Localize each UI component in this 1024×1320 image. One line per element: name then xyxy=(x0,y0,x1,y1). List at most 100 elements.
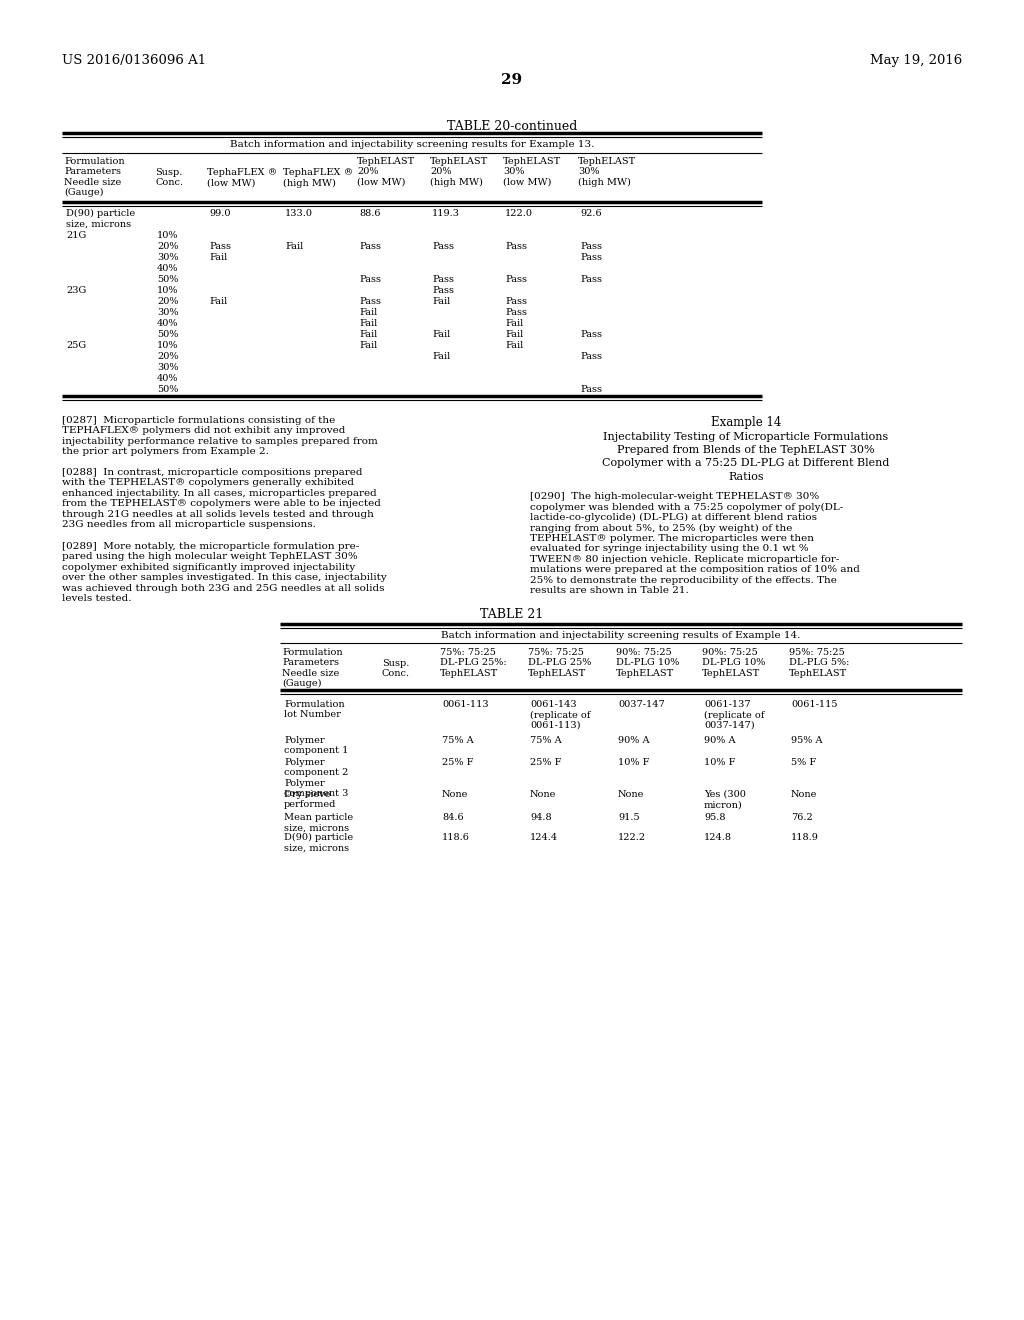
Text: Formulation
Parameters
Needle size
(Gauge): Formulation Parameters Needle size (Gaug… xyxy=(282,648,343,688)
Text: TephELAST
20%
(low MW): TephELAST 20% (low MW) xyxy=(357,157,416,187)
Text: 30%: 30% xyxy=(157,253,178,261)
Text: Formulation
Parameters
Needle size
(Gauge): Formulation Parameters Needle size (Gaug… xyxy=(63,157,125,198)
Text: Susp.
Conc.: Susp. Conc. xyxy=(382,659,411,678)
Text: TABLE 21: TABLE 21 xyxy=(480,609,544,620)
Text: Batch information and injectability screening results of Example 14.: Batch information and injectability scre… xyxy=(441,631,801,640)
Text: Yes (300
micron): Yes (300 micron) xyxy=(705,789,745,809)
Text: [0287]  Microparticle formulations consisting of the
TEPHAFLEX® polymers did not: [0287] Microparticle formulations consis… xyxy=(62,416,378,457)
Text: Fail: Fail xyxy=(209,253,227,261)
Text: Pass: Pass xyxy=(359,297,381,306)
Text: TephaFLEX ®
(low MW): TephaFLEX ® (low MW) xyxy=(207,168,278,187)
Text: TephaFLEX ®
(high MW): TephaFLEX ® (high MW) xyxy=(283,168,353,187)
Text: [0288]  In contrast, microparticle compositions prepared
with the TEPHELAST® cop: [0288] In contrast, microparticle compos… xyxy=(62,469,381,529)
Text: 20%: 20% xyxy=(157,242,178,251)
Text: 0061-137
(replicate of
0037-147): 0061-137 (replicate of 0037-147) xyxy=(705,700,764,730)
Text: Dry sieve
performed: Dry sieve performed xyxy=(284,789,336,809)
Text: TABLE 20-continued: TABLE 20-continued xyxy=(446,120,578,133)
Text: [0290]  The high-molecular-weight TEPHELAST® 30%
copolymer was blended with a 75: [0290] The high-molecular-weight TEPHELA… xyxy=(530,492,860,595)
Text: 92.6: 92.6 xyxy=(580,209,602,218)
Text: Pass: Pass xyxy=(580,253,602,261)
Text: Injectability Testing of Microparticle Formulations
Prepared from Blends of the : Injectability Testing of Microparticle F… xyxy=(602,432,890,482)
Text: 5% F: 5% F xyxy=(791,758,816,767)
Text: 25% F: 25% F xyxy=(530,758,561,767)
Text: None: None xyxy=(530,789,556,799)
Text: None: None xyxy=(618,789,644,799)
Text: 40%: 40% xyxy=(157,374,178,383)
Text: Fail: Fail xyxy=(285,242,303,251)
Text: 94.8: 94.8 xyxy=(530,813,552,822)
Text: Pass: Pass xyxy=(580,275,602,284)
Text: D(90) particle
size, microns: D(90) particle size, microns xyxy=(284,833,353,853)
Text: 29: 29 xyxy=(502,73,522,87)
Text: Pass: Pass xyxy=(432,275,454,284)
Text: Fail: Fail xyxy=(505,330,523,339)
Text: May 19, 2016: May 19, 2016 xyxy=(869,54,962,67)
Text: TephELAST
30%
(low MW): TephELAST 30% (low MW) xyxy=(503,157,561,187)
Text: 95% A: 95% A xyxy=(791,737,822,744)
Text: 25G: 25G xyxy=(66,341,86,350)
Text: Pass: Pass xyxy=(432,286,454,294)
Text: 118.9: 118.9 xyxy=(791,833,819,842)
Text: 0061-143
(replicate of
0061-113): 0061-143 (replicate of 0061-113) xyxy=(530,700,591,730)
Text: 10%: 10% xyxy=(157,231,178,240)
Text: [0289]  More notably, the microparticle formulation pre-
pared using the high mo: [0289] More notably, the microparticle f… xyxy=(62,543,387,603)
Text: Polymer
component 1: Polymer component 1 xyxy=(284,737,348,755)
Text: Fail: Fail xyxy=(432,330,451,339)
Text: None: None xyxy=(791,789,817,799)
Text: Pass: Pass xyxy=(505,308,527,317)
Text: 0061-115: 0061-115 xyxy=(791,700,838,709)
Text: 23G: 23G xyxy=(66,286,86,294)
Text: 20%: 20% xyxy=(157,352,178,360)
Text: 30%: 30% xyxy=(157,308,178,317)
Text: TephELAST
30%
(high MW): TephELAST 30% (high MW) xyxy=(578,157,636,187)
Text: Pass: Pass xyxy=(359,275,381,284)
Text: 99.0: 99.0 xyxy=(209,209,230,218)
Text: None: None xyxy=(442,789,468,799)
Text: 90% A: 90% A xyxy=(705,737,735,744)
Text: TephELAST
20%
(high MW): TephELAST 20% (high MW) xyxy=(430,157,488,187)
Text: 75%: 75:25
DL-PLG 25%
TephELAST: 75%: 75:25 DL-PLG 25% TephELAST xyxy=(528,648,592,677)
Text: 75%: 75:25
DL-PLG 25%:
TephELAST: 75%: 75:25 DL-PLG 25%: TephELAST xyxy=(440,648,507,677)
Text: 0061-113: 0061-113 xyxy=(442,700,488,709)
Text: Pass: Pass xyxy=(432,242,454,251)
Text: Fail: Fail xyxy=(359,319,377,327)
Text: Fail: Fail xyxy=(359,308,377,317)
Text: 90%: 75:25
DL-PLG 10%
TephELAST: 90%: 75:25 DL-PLG 10% TephELAST xyxy=(616,648,679,677)
Text: 40%: 40% xyxy=(157,319,178,327)
Text: 50%: 50% xyxy=(157,275,178,284)
Text: Pass: Pass xyxy=(209,242,231,251)
Text: 20%: 20% xyxy=(157,297,178,306)
Text: Pass: Pass xyxy=(359,242,381,251)
Text: 10%: 10% xyxy=(157,286,178,294)
Text: 95.8: 95.8 xyxy=(705,813,725,822)
Text: Pass: Pass xyxy=(580,385,602,393)
Text: Pass: Pass xyxy=(505,275,527,284)
Text: 90%: 75:25
DL-PLG 10%
TephELAST: 90%: 75:25 DL-PLG 10% TephELAST xyxy=(702,648,765,677)
Text: 118.6: 118.6 xyxy=(442,833,470,842)
Text: US 2016/0136096 A1: US 2016/0136096 A1 xyxy=(62,54,206,67)
Text: 76.2: 76.2 xyxy=(791,813,813,822)
Text: Fail: Fail xyxy=(359,341,377,350)
Text: Fail: Fail xyxy=(359,330,377,339)
Text: Example 14: Example 14 xyxy=(711,416,781,429)
Text: 122.2: 122.2 xyxy=(618,833,646,842)
Text: 124.8: 124.8 xyxy=(705,833,732,842)
Text: 10%: 10% xyxy=(157,341,178,350)
Text: 133.0: 133.0 xyxy=(285,209,313,218)
Text: Mean particle
size, microns: Mean particle size, microns xyxy=(284,813,353,833)
Text: 119.3: 119.3 xyxy=(432,209,460,218)
Text: Pass: Pass xyxy=(505,242,527,251)
Text: Polymer
component 2
Polymer
component 3: Polymer component 2 Polymer component 3 xyxy=(284,758,348,799)
Text: D(90) particle
size, microns: D(90) particle size, microns xyxy=(66,209,135,228)
Text: Batch information and injectability screening results for Example 13.: Batch information and injectability scre… xyxy=(229,140,594,149)
Text: 50%: 50% xyxy=(157,385,178,393)
Text: Susp.
Conc.: Susp. Conc. xyxy=(155,168,183,187)
Text: 21G: 21G xyxy=(66,231,86,240)
Text: Pass: Pass xyxy=(505,297,527,306)
Text: 95%: 75:25
DL-PLG 5%:
TephELAST: 95%: 75:25 DL-PLG 5%: TephELAST xyxy=(790,648,849,677)
Text: Fail: Fail xyxy=(209,297,227,306)
Text: 75% A: 75% A xyxy=(530,737,561,744)
Text: Fail: Fail xyxy=(505,319,523,327)
Text: 91.5: 91.5 xyxy=(618,813,640,822)
Text: 84.6: 84.6 xyxy=(442,813,464,822)
